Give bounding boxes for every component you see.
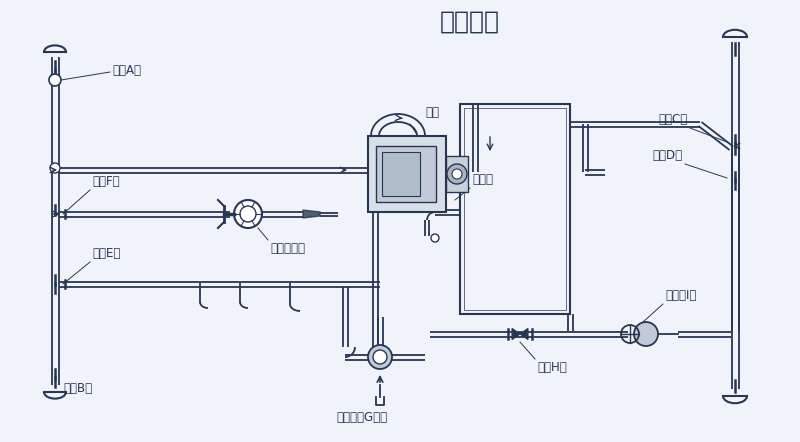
Circle shape bbox=[50, 163, 60, 173]
Text: 球阀H开: 球阀H开 bbox=[537, 361, 566, 374]
Polygon shape bbox=[520, 328, 528, 339]
Text: 球阀A关: 球阀A关 bbox=[112, 64, 141, 76]
Circle shape bbox=[240, 206, 256, 222]
Text: 球阀C关: 球阀C关 bbox=[658, 113, 688, 126]
Text: 水泵加水: 水泵加水 bbox=[440, 10, 500, 34]
Text: 洒水炮出口: 洒水炮出口 bbox=[270, 242, 305, 255]
Bar bbox=[464, 108, 566, 310]
Text: 罐体口: 罐体口 bbox=[472, 173, 493, 186]
Text: 消防栓I关: 消防栓I关 bbox=[665, 289, 696, 302]
Circle shape bbox=[634, 322, 658, 346]
Text: 球阀F关: 球阀F关 bbox=[92, 175, 120, 188]
Polygon shape bbox=[512, 328, 520, 339]
Text: 水泵: 水泵 bbox=[425, 106, 439, 119]
Text: 三通球阀G加水: 三通球阀G加水 bbox=[337, 411, 387, 424]
Circle shape bbox=[447, 164, 467, 184]
Text: 球阀E关: 球阀E关 bbox=[92, 247, 120, 260]
Bar bbox=[368, 136, 446, 212]
Bar bbox=[376, 146, 436, 202]
Text: 球阀B关: 球阀B关 bbox=[63, 381, 92, 395]
Circle shape bbox=[49, 74, 61, 86]
Circle shape bbox=[373, 350, 387, 364]
Circle shape bbox=[368, 345, 392, 369]
Circle shape bbox=[452, 169, 462, 179]
Text: 球阀D关: 球阀D关 bbox=[653, 149, 683, 162]
Bar bbox=[382, 152, 420, 196]
Bar bbox=[446, 156, 468, 192]
Circle shape bbox=[234, 200, 262, 228]
Bar bbox=[460, 104, 570, 314]
Polygon shape bbox=[303, 210, 320, 218]
Circle shape bbox=[431, 234, 439, 242]
